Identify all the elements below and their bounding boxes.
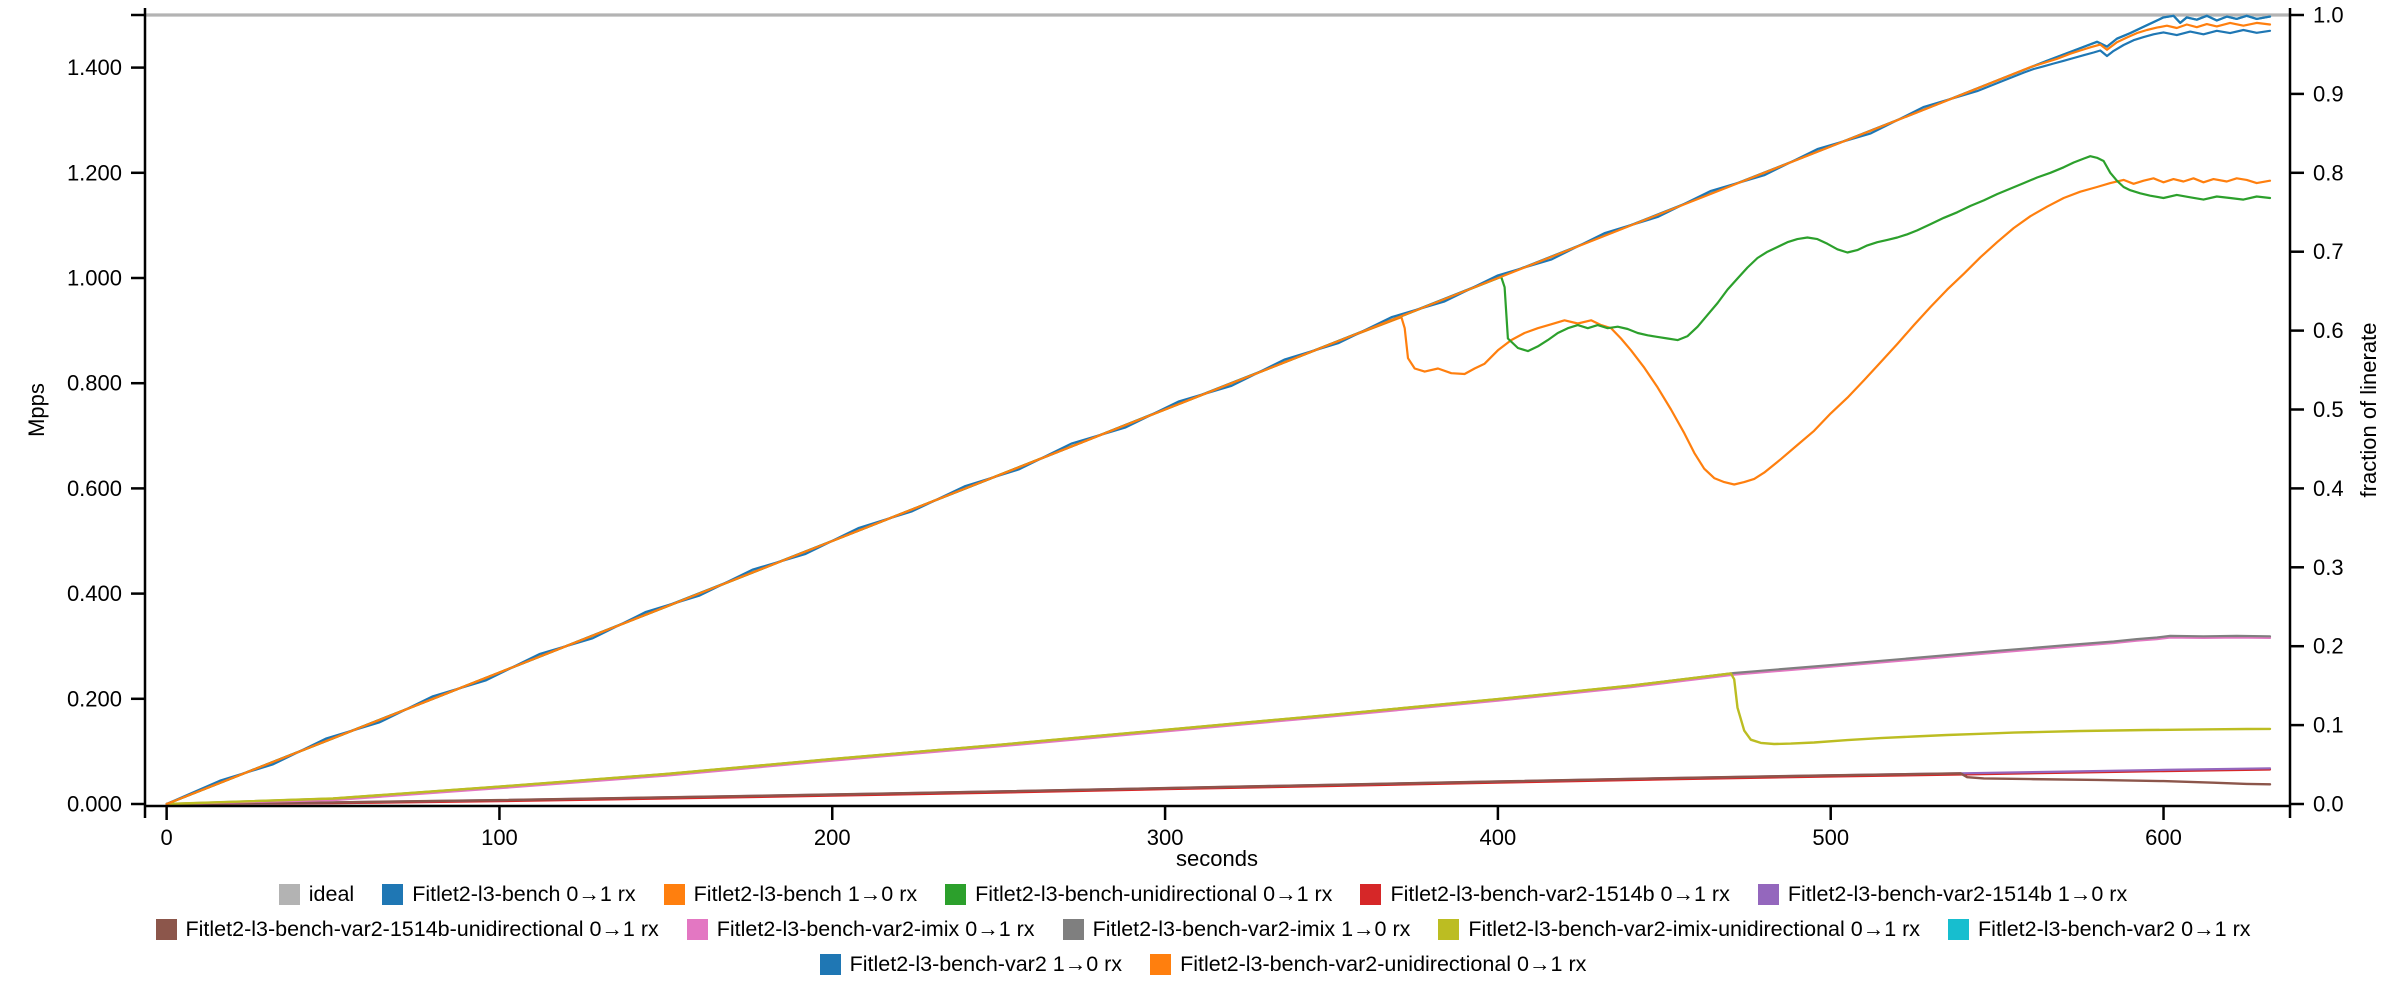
legend-item: Fitlet2-l3-bench-var2-imix-unidirectiona… [1438, 916, 1920, 942]
y-right-tick-label: 0.6 [2313, 318, 2344, 343]
axes-layer: 0.000 0.200 0.400 0.600 0.800 1.000 1.200 1.400… [67, 3, 2344, 851]
legend-item: ideal [278, 881, 355, 907]
x-tick-label: 500 [1812, 825, 1849, 850]
legend-label: Fitlet2-l3-bench-var2-1514b 0→1 rx [1390, 882, 1730, 906]
legend-label: Fitlet2-l3-bench-var2 1→0 rx [849, 952, 1123, 976]
series-line-s10 [165, 14, 2272, 806]
legend-item: Fitlet2-l3-bench-var2-imix 0→1 rx [686, 916, 1035, 942]
x-tick-label: 100 [481, 825, 518, 850]
legend-label: Fitlet2-l3-bench-var2 0→1 rx [1978, 917, 2251, 941]
legend-label: Fitlet2-l3-bench-var2-imix 0→1 rx [716, 917, 1035, 941]
y-left-tick-label: 0.200 [67, 686, 122, 711]
legend-swatch-icon [155, 918, 177, 940]
series-line-s2 [165, 177, 2272, 806]
legend-swatch-icon [1757, 883, 1779, 905]
y-right-tick-label: 0.8 [2313, 160, 2344, 185]
y-left-tick-label: 0.400 [67, 581, 122, 606]
legend-swatch-icon [819, 953, 841, 975]
y-right-tick-label: 0.1 [2313, 713, 2344, 738]
x-tick-label: 0 [161, 825, 173, 850]
y-axis-label-right: fraction of linerate [2356, 323, 2381, 498]
legend-item: Fitlet2-l3-bench 1→0 rx [663, 881, 918, 907]
legend-item: Fitlet2-l3-bench-var2-1514b 0→1 rx [1360, 881, 1730, 907]
y-left-tick-label: 1.400 [67, 55, 122, 80]
series-line-s6 [165, 772, 2272, 806]
x-tick-label: 600 [2145, 825, 2182, 850]
legend-swatch-icon [1438, 918, 1460, 940]
x-tick-label: 200 [814, 825, 851, 850]
y-right-tick-label: 0.4 [2313, 476, 2344, 501]
y-right-tick-label: 0.2 [2313, 634, 2344, 659]
legend-item: Fitlet2-l3-bench-unidirectional 0→1 rx [945, 881, 1332, 907]
legend-swatch-icon [1948, 918, 1970, 940]
series-layer [143, 13, 2292, 806]
series-line-s11 [165, 28, 2272, 806]
y-right-tick-label: 0.9 [2313, 81, 2344, 106]
legend-swatch-icon [663, 883, 685, 905]
legend-row: Fitlet2-l3-bench-var2 1→0 rx Fitlet2-l3-b… [806, 951, 1601, 977]
legend-swatch-icon [1360, 883, 1382, 905]
x-axis-label: seconds [1176, 846, 1258, 871]
legend-swatch-icon [945, 883, 967, 905]
legend-label: Fitlet2-l3-bench-var2-imix-unidirectiona… [1468, 917, 1921, 941]
legend: ideal Fitlet2-l3-bench 0→1 rx Fitlet2-l3-b… [0, 881, 2406, 977]
series-line-s3 [165, 155, 2272, 806]
y-left-tick-label: 0.000 [67, 792, 122, 817]
series-line-s7 [165, 636, 2272, 806]
legend-label: Fitlet2-l3-bench-unidirectional 0→1 rx [975, 882, 1333, 906]
legend-item: Fitlet2-l3-bench-var2 0→1 rx [1948, 916, 2250, 942]
legend-label: Fitlet2-l3-bench-var2-1514b 1→0 rx [1787, 882, 2128, 906]
legend-row: ideal Fitlet2-l3-bench 0→1 rx Fitlet2-l3-b… [265, 881, 2141, 907]
legend-swatch-icon [1150, 953, 1172, 975]
y-left-tick-label: 1.000 [67, 266, 122, 291]
series-line-s9 [165, 672, 2272, 806]
legend-swatch-icon [1062, 918, 1084, 940]
series-line-s1 [165, 14, 2272, 806]
y-right-tick-label: 1.0 [2313, 3, 2344, 28]
y-axis-label-left: Mpps [24, 383, 49, 437]
y-left-tick-label: 0.600 [67, 476, 122, 501]
legend-swatch-icon [278, 883, 300, 905]
legend-label: Fitlet2-l3-bench 0→1 rx [412, 882, 636, 906]
series-line-s12 [165, 21, 2272, 806]
y-left-tick-label: 1.200 [67, 160, 122, 185]
legend-swatch-icon [686, 918, 708, 940]
x-tick-label: 300 [1147, 825, 1184, 850]
series-line-s8 [165, 634, 2272, 806]
legend-label: Fitlet2-l3-bench-var2-imix 1→0 rx [1092, 917, 1411, 941]
y-right-tick-label: 0.7 [2313, 239, 2344, 264]
legend-item: Fitlet2-l3-bench-var2 1→0 rx [819, 951, 1123, 977]
legend-row: Fitlet2-l3-bench-var2-1514b-unidirection… [142, 916, 2265, 942]
legend-label: ideal [308, 882, 355, 906]
legend-label: Fitlet2-l3-bench-var2-unidirectional 0→1… [1180, 952, 1587, 976]
legend-item: Fitlet2-l3-bench 0→1 rx [382, 881, 636, 907]
legend-item: Fitlet2-l3-bench-var2-imix 1→0 rx [1062, 916, 1411, 942]
legend-label: Fitlet2-l3-bench-var2-1514b-unidirection… [185, 917, 659, 941]
legend-item: Fitlet2-l3-bench-var2-1514b-unidirection… [155, 916, 659, 942]
legend-label: Fitlet2-l3-bench 1→0 rx [693, 882, 918, 906]
y-right-tick-label: 0.0 [2313, 792, 2344, 817]
legend-item: Fitlet2-l3-bench-var2-1514b 1→0 rx [1757, 881, 2128, 907]
y-right-tick-label: 0.3 [2313, 555, 2344, 580]
y-right-tick-label: 0.5 [2313, 397, 2344, 422]
legend-item: Fitlet2-l3-bench-var2-unidirectional 0→1… [1150, 951, 1586, 977]
x-tick-label: 400 [1480, 825, 1517, 850]
legend-swatch-icon [382, 883, 404, 905]
y-left-tick-label: 0.800 [67, 371, 122, 396]
